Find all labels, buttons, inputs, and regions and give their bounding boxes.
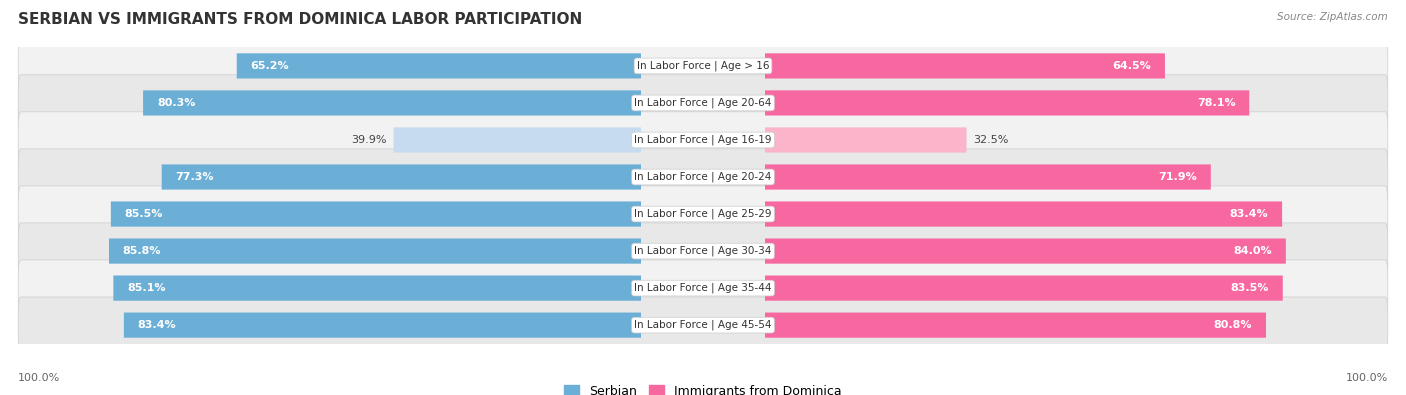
Text: 80.8%: 80.8%	[1213, 320, 1253, 330]
Text: 65.2%: 65.2%	[250, 61, 290, 71]
FancyBboxPatch shape	[18, 149, 1388, 205]
FancyBboxPatch shape	[18, 223, 1388, 279]
FancyBboxPatch shape	[18, 38, 1388, 94]
FancyBboxPatch shape	[143, 90, 641, 116]
FancyBboxPatch shape	[765, 53, 1166, 79]
FancyBboxPatch shape	[765, 164, 1211, 190]
Text: In Labor Force | Age 30-34: In Labor Force | Age 30-34	[634, 246, 772, 256]
FancyBboxPatch shape	[18, 112, 1388, 168]
Text: 83.4%: 83.4%	[1230, 209, 1268, 219]
FancyBboxPatch shape	[765, 239, 1286, 264]
Text: In Labor Force | Age 16-19: In Labor Force | Age 16-19	[634, 135, 772, 145]
Text: 78.1%: 78.1%	[1197, 98, 1236, 108]
Text: In Labor Force | Age > 16: In Labor Force | Age > 16	[637, 61, 769, 71]
Text: 83.5%: 83.5%	[1230, 283, 1270, 293]
FancyBboxPatch shape	[18, 186, 1388, 242]
Legend: Serbian, Immigrants from Dominica: Serbian, Immigrants from Dominica	[560, 380, 846, 395]
Text: 32.5%: 32.5%	[973, 135, 1008, 145]
Text: In Labor Force | Age 45-54: In Labor Force | Age 45-54	[634, 320, 772, 330]
Text: 39.9%: 39.9%	[352, 135, 387, 145]
FancyBboxPatch shape	[765, 312, 1265, 338]
FancyBboxPatch shape	[111, 201, 641, 227]
Text: 80.3%: 80.3%	[157, 98, 195, 108]
Text: 100.0%: 100.0%	[1346, 373, 1388, 383]
Text: 83.4%: 83.4%	[138, 320, 176, 330]
FancyBboxPatch shape	[110, 239, 641, 264]
FancyBboxPatch shape	[765, 201, 1282, 227]
Text: SERBIAN VS IMMIGRANTS FROM DOMINICA LABOR PARTICIPATION: SERBIAN VS IMMIGRANTS FROM DOMINICA LABO…	[18, 12, 582, 27]
FancyBboxPatch shape	[765, 276, 1282, 301]
FancyBboxPatch shape	[18, 75, 1388, 131]
Text: In Labor Force | Age 35-44: In Labor Force | Age 35-44	[634, 283, 772, 293]
FancyBboxPatch shape	[124, 312, 641, 338]
FancyBboxPatch shape	[236, 53, 641, 79]
Text: In Labor Force | Age 25-29: In Labor Force | Age 25-29	[634, 209, 772, 219]
FancyBboxPatch shape	[114, 276, 641, 301]
Text: In Labor Force | Age 20-24: In Labor Force | Age 20-24	[634, 172, 772, 182]
FancyBboxPatch shape	[18, 260, 1388, 316]
FancyBboxPatch shape	[162, 164, 641, 190]
Text: 85.1%: 85.1%	[127, 283, 166, 293]
Text: 100.0%: 100.0%	[18, 373, 60, 383]
Text: 64.5%: 64.5%	[1112, 61, 1152, 71]
Text: In Labor Force | Age 20-64: In Labor Force | Age 20-64	[634, 98, 772, 108]
Text: 77.3%: 77.3%	[176, 172, 214, 182]
FancyBboxPatch shape	[765, 128, 966, 152]
Text: 85.5%: 85.5%	[125, 209, 163, 219]
FancyBboxPatch shape	[394, 128, 641, 152]
FancyBboxPatch shape	[765, 90, 1250, 116]
FancyBboxPatch shape	[18, 297, 1388, 353]
Text: 84.0%: 84.0%	[1233, 246, 1272, 256]
Text: 71.9%: 71.9%	[1159, 172, 1197, 182]
Text: Source: ZipAtlas.com: Source: ZipAtlas.com	[1277, 12, 1388, 22]
Text: 85.8%: 85.8%	[122, 246, 162, 256]
